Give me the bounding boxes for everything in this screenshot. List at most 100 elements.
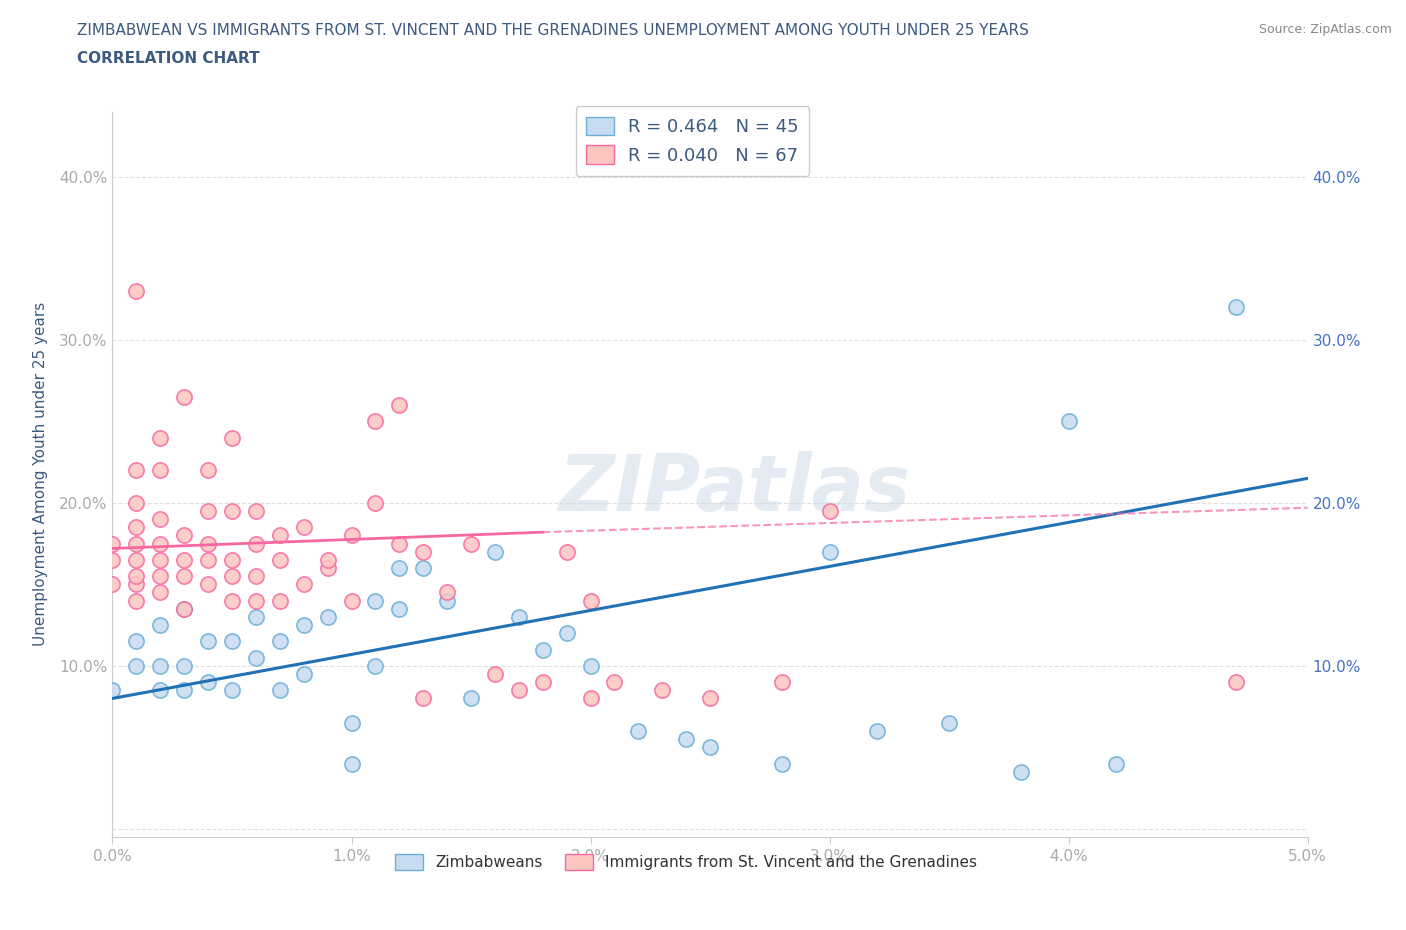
Point (149, 536, 172, 551)
Point (436, 593, 458, 608)
Point (1105, 756, 1128, 771)
Point (412, 544, 434, 559)
Point (125, 593, 148, 608)
Point (579, 658, 602, 673)
Point (412, 691, 434, 706)
Point (818, 544, 841, 559)
Y-axis label: Unemployment Among Youth under 25 years: Unemployment Among Youth under 25 years (32, 302, 48, 646)
Point (221, 683, 243, 698)
Point (149, 569, 172, 584)
Point (292, 520, 315, 535)
Point (197, 503, 219, 518)
Point (412, 561, 434, 576)
Point (508, 609, 530, 624)
Point (221, 593, 243, 608)
Point (197, 463, 219, 478)
Point (818, 503, 841, 518)
Point (292, 577, 315, 591)
Point (125, 496, 148, 511)
Point (531, 642, 554, 657)
Point (651, 683, 673, 698)
Point (531, 674, 554, 689)
Point (484, 544, 506, 559)
Point (149, 683, 172, 698)
Point (221, 569, 243, 584)
Point (173, 528, 195, 543)
Point (364, 414, 387, 429)
Point (699, 740, 721, 755)
Point (316, 561, 339, 576)
Point (101, 536, 124, 551)
Point (197, 577, 219, 591)
Point (364, 593, 387, 608)
Point (173, 658, 195, 673)
Point (340, 715, 363, 730)
Point (245, 650, 267, 665)
Point (173, 602, 195, 617)
Point (579, 593, 602, 608)
Point (149, 512, 172, 526)
Point (149, 463, 172, 478)
Point (340, 756, 363, 771)
Point (364, 496, 387, 511)
Point (388, 536, 411, 551)
Point (125, 520, 148, 535)
Point (125, 284, 148, 299)
Point (173, 602, 195, 617)
Point (125, 569, 148, 584)
Text: CORRELATION CHART: CORRELATION CHART (77, 51, 260, 66)
Point (699, 691, 721, 706)
Point (149, 431, 172, 445)
Point (292, 667, 315, 682)
Point (388, 561, 411, 576)
Point (269, 634, 291, 649)
Point (221, 552, 243, 567)
Point (269, 552, 291, 567)
Point (149, 585, 172, 600)
Point (388, 602, 411, 617)
Point (770, 756, 793, 771)
Point (245, 609, 267, 624)
Point (364, 658, 387, 673)
Point (555, 544, 578, 559)
Text: Source: ZipAtlas.com: Source: ZipAtlas.com (1258, 23, 1392, 36)
Point (340, 593, 363, 608)
Point (388, 398, 411, 413)
Point (173, 552, 195, 567)
Point (101, 577, 124, 591)
Point (269, 528, 291, 543)
Point (125, 552, 148, 567)
Point (555, 626, 578, 641)
Point (269, 593, 291, 608)
Legend: Zimbabweans, Immigrants from St. Vincent and the Grenadines: Zimbabweans, Immigrants from St. Vincent… (389, 848, 983, 876)
Point (1057, 414, 1080, 429)
Point (245, 593, 267, 608)
Point (149, 618, 172, 632)
Point (197, 674, 219, 689)
Point (221, 503, 243, 518)
Point (269, 683, 291, 698)
Point (938, 715, 960, 730)
Point (340, 528, 363, 543)
Point (1225, 674, 1247, 689)
Point (1225, 299, 1247, 314)
Point (149, 658, 172, 673)
Point (579, 691, 602, 706)
Point (101, 683, 124, 698)
Point (508, 683, 530, 698)
Point (627, 724, 650, 738)
Point (245, 536, 267, 551)
Point (125, 658, 148, 673)
Text: ZIMBABWEAN VS IMMIGRANTS FROM ST. VINCENT AND THE GRENADINES UNEMPLOYMENT AMONG : ZIMBABWEAN VS IMMIGRANTS FROM ST. VINCEN… (77, 23, 1029, 38)
Point (197, 536, 219, 551)
Point (484, 667, 506, 682)
Point (125, 577, 148, 591)
Point (221, 634, 243, 649)
Point (101, 552, 124, 567)
Point (221, 431, 243, 445)
Point (1010, 764, 1032, 779)
Point (292, 618, 315, 632)
Point (460, 691, 482, 706)
Point (866, 724, 889, 738)
Point (125, 634, 148, 649)
